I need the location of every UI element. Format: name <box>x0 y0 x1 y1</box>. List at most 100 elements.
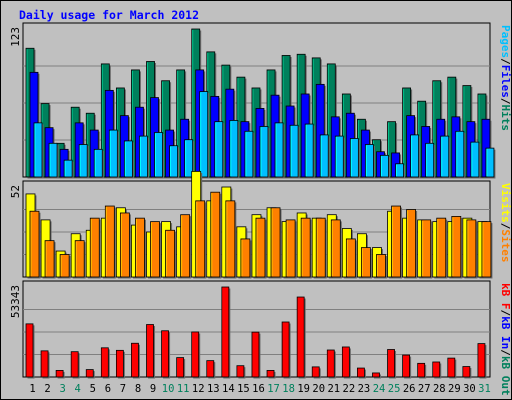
bar-fill <box>221 286 230 378</box>
bar-pages-day-29 <box>455 130 466 179</box>
bar-fill <box>436 217 447 278</box>
bar-fill <box>345 238 356 278</box>
bar-sites-day-8 <box>135 217 146 279</box>
bar-fill <box>485 147 495 178</box>
bar-kb-f-day-20 <box>311 366 321 379</box>
bar-fill <box>63 159 73 178</box>
bar-fill <box>214 121 224 178</box>
bar-kb-f-day-5 <box>85 369 95 379</box>
bar-sites-day-24 <box>376 254 387 279</box>
bar-fill <box>74 240 85 278</box>
x-tick-label-day-18: 18 <box>282 383 295 395</box>
bar-fill <box>334 135 344 178</box>
bar-fill <box>300 217 311 278</box>
bar-fill <box>296 296 305 378</box>
bar-fill <box>229 120 239 178</box>
bar-sites-day-12 <box>195 200 207 279</box>
bar-fill <box>259 126 269 178</box>
bar-fill <box>326 349 335 378</box>
bar-sites-day-26 <box>406 209 418 279</box>
bar-fill <box>100 347 109 378</box>
panel-kbytes: 53343 kB F/kB In/kB Out <box>9 280 512 396</box>
bar-fill <box>447 357 456 378</box>
bar-kb-f-day-30 <box>462 366 472 379</box>
bar-fill <box>40 350 49 378</box>
bar-fill <box>372 372 380 378</box>
bar-fill <box>131 342 139 378</box>
bar-kb-f-day-17 <box>266 370 276 379</box>
bar-sites-day-7 <box>119 212 131 279</box>
bar-sites-day-14 <box>225 200 237 279</box>
bar-kb-f-day-1 <box>25 323 35 379</box>
bar-fill <box>225 200 236 278</box>
chart-title: Daily usage for March 2012 <box>19 8 199 22</box>
bar-fill <box>244 130 254 178</box>
bar-pages-day-8 <box>139 135 149 179</box>
bar-fill <box>425 142 435 178</box>
legend-entry: / <box>499 310 512 317</box>
bar-kb-f-day-29 <box>447 357 457 379</box>
bar-kb-f-day-21 <box>326 349 336 379</box>
bar-fill <box>236 365 245 378</box>
bar-sites-day-29 <box>451 216 463 279</box>
bar-sites-day-11 <box>180 214 192 279</box>
x-tick-label-day-27: 27 <box>418 383 431 395</box>
bar-fill <box>169 145 178 178</box>
bar-fill <box>376 254 386 278</box>
x-tick-label-day-12: 12 <box>192 383 205 395</box>
bar-fill <box>108 129 118 178</box>
x-tick-label-day-4: 4 <box>75 383 81 395</box>
bar-sites-day-22 <box>345 238 357 279</box>
bar-fill <box>195 200 206 278</box>
bar-fill <box>365 144 374 178</box>
bar-pages-day-31 <box>485 147 496 179</box>
bar-sites-day-17 <box>270 207 282 279</box>
x-tick-label-day-25: 25 <box>388 383 401 395</box>
bar-kb-f-day-16 <box>251 331 261 379</box>
bar-kb-f-day-18 <box>281 321 291 379</box>
bar-fill <box>176 357 185 378</box>
bar-sites-day-28 <box>436 217 448 279</box>
bar-fill <box>85 369 94 378</box>
bar-fill <box>206 360 215 378</box>
bar-fill <box>432 361 441 378</box>
bar-fill <box>93 148 103 178</box>
x-tick-label-day-11: 11 <box>177 383 190 395</box>
bar-fill <box>266 370 275 378</box>
bar-sites-day-27 <box>421 219 433 279</box>
bar-pages-day-6 <box>108 129 119 179</box>
x-tick-label-day-2: 2 <box>44 383 50 395</box>
bar-fill <box>349 138 359 178</box>
x-tick-label-day-20: 20 <box>312 383 325 395</box>
bar-pages-day-13 <box>214 121 225 179</box>
bar-pages-day-26 <box>410 134 421 179</box>
bar-pages-day-4 <box>78 144 89 179</box>
bar-fill <box>410 134 420 178</box>
legend-entry: / <box>499 98 512 105</box>
bar-sites-day-13 <box>210 191 222 279</box>
bar-fill <box>380 154 389 178</box>
x-tick-label-day-9: 9 <box>150 383 156 395</box>
bar-pages-day-30 <box>470 141 481 179</box>
bar-fill <box>285 219 296 278</box>
legend-entry: Visits <box>499 183 512 223</box>
legend-entry: kB In <box>499 316 512 349</box>
legend-entry: Pages <box>499 25 512 58</box>
legend-entry: / <box>499 58 512 65</box>
y-axis-max-label: 52 <box>9 185 22 198</box>
bar-pages-day-21 <box>334 135 345 179</box>
bar-fill <box>240 238 251 278</box>
bar-fill <box>119 212 130 278</box>
bar-fill <box>135 217 145 278</box>
bar-sites-day-21 <box>330 219 342 279</box>
bar-pages-day-15 <box>244 130 255 179</box>
bar-kb-f-day-28 <box>432 361 442 379</box>
bar-pages-day-12 <box>199 91 210 179</box>
bar-pages-day-22 <box>349 138 360 179</box>
bar-kb-f-day-3 <box>55 370 65 379</box>
x-tick-label-day-15: 15 <box>237 383 250 395</box>
bar-kb-f-day-9 <box>146 324 156 379</box>
legend-entry: Sites <box>499 229 512 262</box>
